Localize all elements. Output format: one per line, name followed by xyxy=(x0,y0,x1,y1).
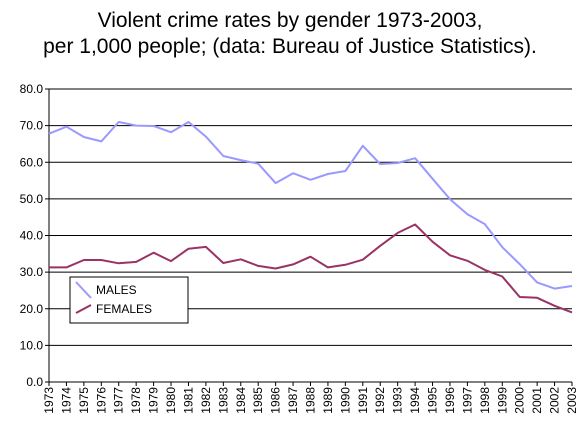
x-tick-label: 1997 xyxy=(460,387,474,414)
x-tick-label: 1981 xyxy=(181,387,195,414)
x-tick-label: 1999 xyxy=(495,387,509,414)
y-tick-label: 60.0 xyxy=(20,155,44,169)
legend-label-males: MALES xyxy=(96,283,137,297)
x-tick-label: 1990 xyxy=(338,387,352,414)
legend-box xyxy=(69,276,189,324)
y-tick-label: 0.0 xyxy=(26,375,43,389)
y-tick-label: 50.0 xyxy=(20,192,44,206)
y-tick-label: 40.0 xyxy=(20,229,44,243)
x-tick-label: 1987 xyxy=(286,387,300,414)
x-tick-label: 1974 xyxy=(59,387,73,414)
x-tick-label: 1984 xyxy=(234,387,248,414)
x-tick-label: 1977 xyxy=(112,387,126,414)
axes xyxy=(48,89,572,383)
x-tick-label: 1996 xyxy=(443,387,457,414)
y-tick-label: 20.0 xyxy=(20,302,44,316)
y-tick-label: 30.0 xyxy=(20,265,44,279)
legend-swatch-males xyxy=(75,281,92,299)
legend-swatch-females xyxy=(75,304,92,314)
x-tick-label: 1975 xyxy=(77,387,91,414)
x-tick-label: 2003 xyxy=(565,387,579,414)
series-lines xyxy=(48,121,573,314)
x-tick-label: 2000 xyxy=(513,387,527,414)
x-tick-label: 1993 xyxy=(391,387,405,414)
x-tick-label: 1995 xyxy=(426,387,440,414)
x-tick-label: 1976 xyxy=(94,387,108,414)
legend-label-females: FEMALES xyxy=(96,302,152,316)
x-tick-label: 1979 xyxy=(147,387,161,414)
y-axis-ticks: 0.0 10.0 20.0 30.0 40.0 50.0 60.0 70.0 80.0 xyxy=(20,82,49,389)
x-tick-label: 1980 xyxy=(164,387,178,414)
x-axis-ticks: 1973 1974 1975 1976 1977 1978 1979 1980 1981 1982… xyxy=(42,382,579,414)
chart-title-line-1: Violent crime rates by gender 1973-2003, xyxy=(97,9,483,32)
x-tick-label: 1985 xyxy=(251,387,265,414)
x-tick-label: 1992 xyxy=(373,387,387,414)
x-tick-label: 1982 xyxy=(199,387,213,414)
y-tick-label: 70.0 xyxy=(20,119,44,133)
series-line-males xyxy=(48,121,573,290)
series-line-females xyxy=(49,223,573,314)
x-tick-label: 1994 xyxy=(408,387,422,414)
x-tick-label: 2002 xyxy=(548,387,562,414)
x-tick-label: 1998 xyxy=(478,387,492,414)
x-tick-label: 1989 xyxy=(321,387,335,414)
y-tick-label: 80.0 xyxy=(20,82,44,96)
x-tick-label: 1986 xyxy=(269,387,283,414)
legend: MALES FEMALES xyxy=(69,276,189,324)
x-tick-label: 1988 xyxy=(304,387,318,414)
x-tick-label: 1991 xyxy=(356,387,370,414)
x-tick-label: 1973 xyxy=(42,387,56,414)
chart-title: Violent crime rates by gender 1973-2003,… xyxy=(0,8,580,60)
y-tick-label: 10.0 xyxy=(20,338,44,352)
chart-title-line-2: per 1,000 people; (data: Bureau of Justi… xyxy=(43,35,537,58)
x-tick-label: 2001 xyxy=(530,387,544,414)
x-tick-label: 1978 xyxy=(129,387,143,414)
x-tick-label: 1983 xyxy=(216,387,230,414)
